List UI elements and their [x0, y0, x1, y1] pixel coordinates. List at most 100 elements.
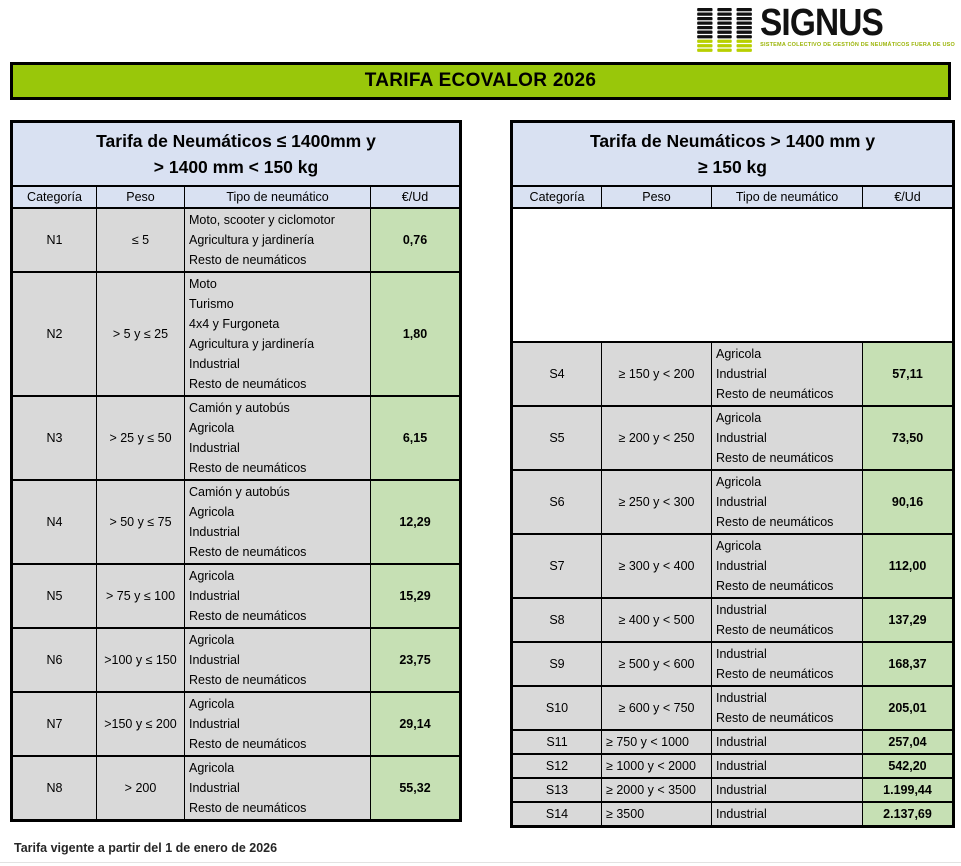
tyre-type-cell: Industrial [711, 729, 863, 755]
tyre-type-line: Industrial [716, 559, 767, 573]
weight-cell: ≥ 600 y < 750 [601, 685, 712, 731]
table-title-line1: Tarifa de Neumáticos ≤ 1400mm y [96, 131, 376, 151]
tyre-type-line: Industrial [189, 357, 240, 371]
table-title-line1: Tarifa de Neumáticos > 1400 mm y [589, 131, 876, 151]
tire-tread-icon [696, 8, 754, 61]
tyre-type-cell: Agricola Industrial Resto de neumáticos [711, 469, 863, 535]
table-small-tyres: Tarifa de Neumáticos ≤ 1400mm y > 1400 mm… [10, 120, 462, 822]
table-row: S4 ≥ 150 y < 200 Agricola Industrial Resto d… [511, 341, 955, 407]
column-header-category: Categoría [11, 185, 97, 209]
page-title: TARIFA ECOVALOR 2026 [364, 70, 597, 91]
tyre-type-line: Resto de neumáticos [189, 673, 307, 687]
category-cell: N8 [11, 755, 97, 822]
table-row: N7 >150 y ≤ 200 Agricola Industrial Resto de… [11, 691, 461, 757]
weight-cell: ≥ 500 y < 600 [601, 641, 712, 687]
brand-tagline: SISTEMA COLECTIVO DE GESTIÓN DE NEUMÁTIC… [760, 42, 955, 48]
weight-cell: ≥ 200 y < 250 [601, 405, 712, 471]
tyre-type-line: Industrial [716, 759, 767, 773]
table-row: S14 ≥ 3500 Industrial 2.137,69 [511, 801, 955, 828]
category-cell: S7 [511, 533, 602, 599]
tyre-type-line: Moto, scooter y ciclomotor [189, 213, 335, 227]
category-cell: N6 [11, 627, 97, 693]
tyre-type-line: Resto de neumáticos [189, 737, 307, 751]
weight-cell: ≥ 1000 y < 2000 [601, 753, 712, 779]
category-cell: S6 [511, 469, 602, 535]
tyre-type-line: Agricola [189, 761, 235, 775]
tyre-type-line: Industrial [189, 589, 240, 603]
tyre-type-cell: Industrial [711, 777, 863, 803]
tyre-type-line: Turismo [189, 297, 234, 311]
table-title-line2: > 1400 mm < 150 kg [153, 157, 319, 177]
brand-name: SIGNUS [760, 2, 884, 44]
tyre-type-line: Camión y autobús [189, 401, 290, 415]
tyre-type-cell: Agricola Industrial Resto de neumáticos [184, 563, 371, 629]
table-row: S6 ≥ 250 y < 300 Agricola Industrial Resto d… [511, 469, 955, 535]
tyre-type-cell: Agricola Industrial Resto de neumáticos [711, 341, 863, 407]
tyre-type-line: Industrial [716, 431, 767, 445]
table-row: N5 > 75 y ≤ 100 Agricola Industrial Resto de… [11, 563, 461, 629]
category-cell: N1 [11, 207, 97, 273]
tyre-type-line: Resto de neumáticos [716, 667, 834, 681]
column-header-row: Categoría Peso Tipo de neumático €/Ud [511, 185, 955, 209]
tyre-type-line: 4x4 y Furgoneta [189, 317, 280, 331]
table-row: S5 ≥ 200 y < 250 Agricola Industrial Resto d… [511, 405, 955, 471]
column-header-weight: Peso [96, 185, 185, 209]
column-header-category: Categoría [511, 185, 602, 209]
tyre-type-line: Resto de neumáticos [189, 545, 307, 559]
category-cell: S5 [511, 405, 602, 471]
tyre-type-cell: Camión y autobús Agricola Industrial Resto … [184, 479, 371, 565]
page-bottom-divider [0, 862, 961, 863]
price-cell: 1.199,44 [861, 777, 955, 803]
tyre-type-line: Resto de neumáticos [716, 623, 834, 637]
tyre-type-cell: Moto, scooter y ciclomotor Agricultura y … [184, 207, 371, 273]
price-cell: 0,76 [370, 207, 461, 273]
price-cell: 205,01 [861, 685, 955, 731]
tyre-type-line: Industrial [716, 603, 767, 617]
category-cell: S4 [511, 341, 602, 407]
price-cell: 73,50 [861, 405, 955, 471]
tyre-type-line: Resto de neumáticos [189, 801, 307, 815]
column-header-price-per-unit: €/Ud [861, 185, 955, 209]
empty-region [511, 207, 954, 343]
weight-cell: > 50 y ≤ 75 [96, 479, 185, 565]
tyre-type-line: Camión y autobús [189, 485, 290, 499]
tyre-type-line: Industrial [189, 525, 240, 539]
price-cell: 6,15 [370, 395, 461, 481]
weight-cell: ≥ 3500 [601, 801, 712, 828]
price-cell: 112,00 [861, 533, 955, 599]
table-row: S9 ≥ 500 y < 600 Industrial Resto de neumát… [511, 641, 955, 687]
table-row: S12 ≥ 1000 y < 2000 Industrial 542,20 [511, 753, 955, 779]
price-cell: 29,14 [370, 691, 461, 757]
tyre-type-cell: Industrial Resto de neumáticos [711, 685, 863, 731]
category-cell: S10 [511, 685, 602, 731]
weight-cell: ≥ 2000 y < 3500 [601, 777, 712, 803]
category-cell: N3 [11, 395, 97, 481]
weight-cell: >100 y ≤ 150 [96, 627, 185, 693]
tyre-type-line: Agricola [716, 411, 762, 425]
tyre-type-cell: Industrial Resto de neumáticos [711, 641, 863, 687]
tyre-type-line: Agricola [189, 633, 235, 647]
footer-note: Tarifa vigente a partir del 1 de enero d… [14, 841, 278, 855]
weight-cell: ≥ 400 y < 500 [601, 597, 712, 643]
tyre-type-line: Agricola [189, 569, 235, 583]
tyre-type-line: Resto de neumáticos [189, 377, 307, 391]
tyre-type-cell: Camión y autobús Agricola Industrial Resto … [184, 395, 371, 481]
table-title: Tarifa de Neumáticos ≤ 1400mm y > 1400 mm… [11, 121, 461, 187]
column-header-weight: Peso [601, 185, 712, 209]
page-title-bar: TARIFA ECOVALOR 2026 [10, 62, 951, 100]
weight-cell: ≥ 750 y < 1000 [601, 729, 712, 755]
category-cell: N7 [11, 691, 97, 757]
column-header-price-per-unit: €/Ud [370, 185, 461, 209]
tyre-type-cell: Agricola Industrial Resto de neumáticos [184, 691, 371, 757]
price-cell: 12,29 [370, 479, 461, 565]
empty-region-row [511, 207, 954, 343]
table-title-row: Tarifa de Neumáticos > 1400 mm y ≥ 150 kg [510, 121, 955, 187]
tyre-type-line: Industrial [716, 691, 767, 705]
price-cell: 23,75 [370, 627, 461, 693]
tyre-type-cell: Agricola Industrial Resto de neumáticos [711, 533, 863, 599]
tyre-type-line: Resto de neumáticos [716, 387, 834, 401]
category-cell: S8 [511, 597, 602, 643]
tyre-type-line: Resto de neumáticos [716, 515, 834, 529]
tyre-type-line: Agricola [716, 347, 762, 361]
tyre-type-line: Industrial [716, 735, 767, 749]
